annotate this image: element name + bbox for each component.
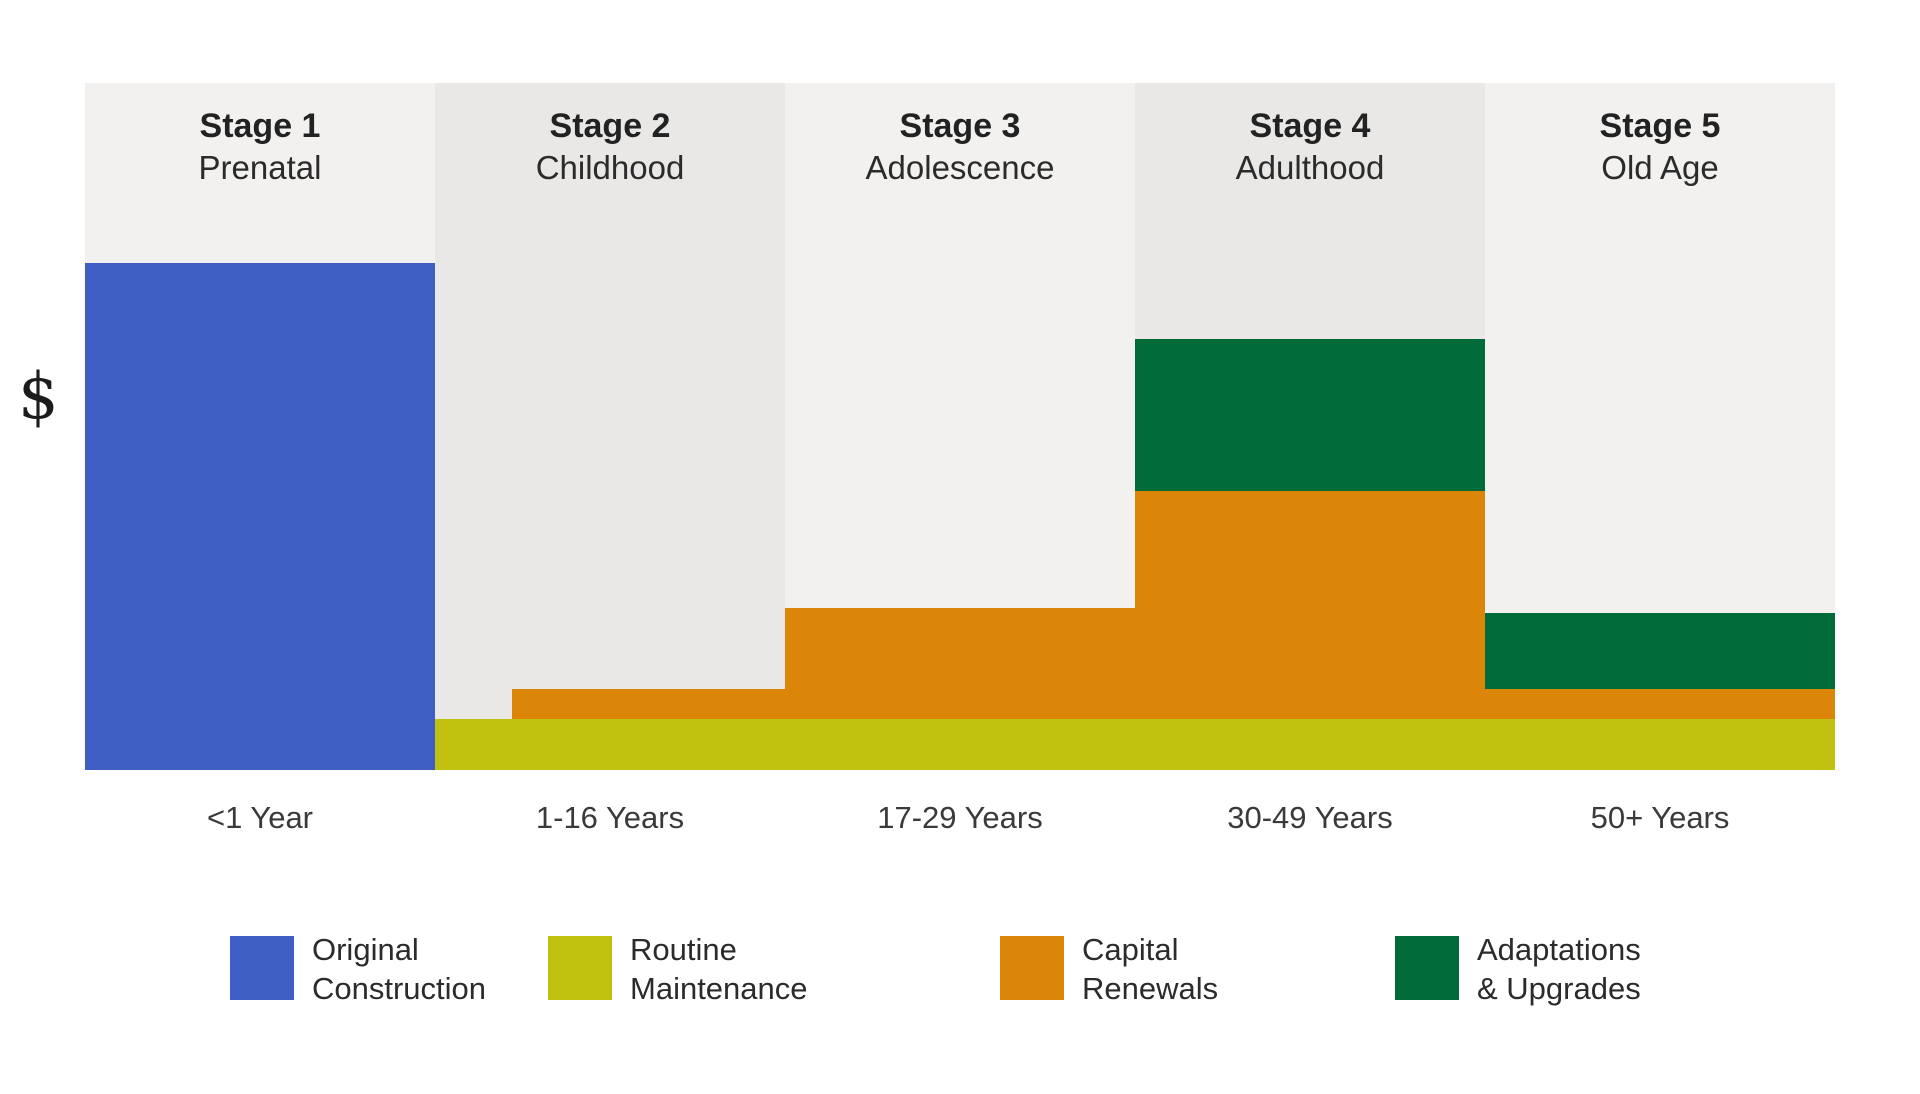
legend-label-line: & Upgrades [1477,971,1641,1006]
x-axis-labels: <1 Year 1-16 Years 17-29 Years 30-49 Yea… [85,798,1835,842]
stage-2-title: Stage 2 [549,107,671,145]
stage-1-phase: Prenatal [198,149,322,186]
legend-label-line: Routine [630,932,737,967]
legend-label-line: Maintenance [630,971,808,1006]
stage-3-title: Stage 3 [899,107,1021,145]
stacked-bands-layer [85,83,1835,770]
band-stage-5-routine-maintenance [1485,719,1835,770]
adaptations-upgrades-swatch-icon [1395,936,1459,1000]
band-stage-1-original-construction [85,263,435,770]
stage-panel-2: Stage 2 Childhood [435,83,785,770]
band-stage-4-routine-maintenance [1135,719,1485,770]
routine-maintenance-swatch-icon [548,936,612,1000]
legend-label-line: Renewals [1082,971,1219,1006]
band-stage-2-capital-renewals [512,688,785,720]
x-axis-label-stage-5: 50+ Years [1590,800,1730,835]
band-stage-3-capital-renewals [785,607,1135,720]
stage-2-phase: Childhood [535,149,685,186]
stage-1-title: Stage 1 [199,107,321,145]
y-axis-dollar-label: $ [18,360,59,434]
plot-area: Stage 1 Prenatal Stage 2 Childhood Stage… [85,83,1835,770]
band-stage-5-capital-renewals [1485,688,1835,720]
stage-4-title: Stage 4 [1249,107,1371,145]
band-stage-3-routine-maintenance [785,719,1135,770]
capital-renewals-swatch-icon [1000,936,1064,1000]
stage-5-phase: Old Age [1601,149,1719,186]
original-construction-swatch-icon [230,936,294,1000]
legend-label-line: Capital [1082,932,1179,967]
stage-5-title: Stage 5 [1599,107,1721,145]
x-axis-label-stage-3: 17-29 Years [877,800,1043,835]
x-axis-label-stage-4: 30-49 Years [1227,800,1393,835]
stage-4-phase: Adulthood [1235,149,1385,186]
legend-label-line: Construction [312,971,487,1006]
legend-label-line: Original [312,932,419,967]
band-stage-2-routine-maintenance [435,719,785,770]
legend-label-line: Adaptations [1477,932,1641,967]
x-axis-label-stage-1: <1 Year [206,800,314,835]
legend: Original Construction Routine Maintenanc… [0,928,1920,1028]
band-stage-5-adaptations-upgrades [1485,612,1835,689]
band-stage-4-adaptations-upgrades [1135,339,1485,492]
x-axis-label-stage-2: 1-16 Years [535,800,685,835]
stage-3-phase: Adolescence [865,149,1055,186]
band-stage-4-capital-renewals [1135,491,1485,720]
